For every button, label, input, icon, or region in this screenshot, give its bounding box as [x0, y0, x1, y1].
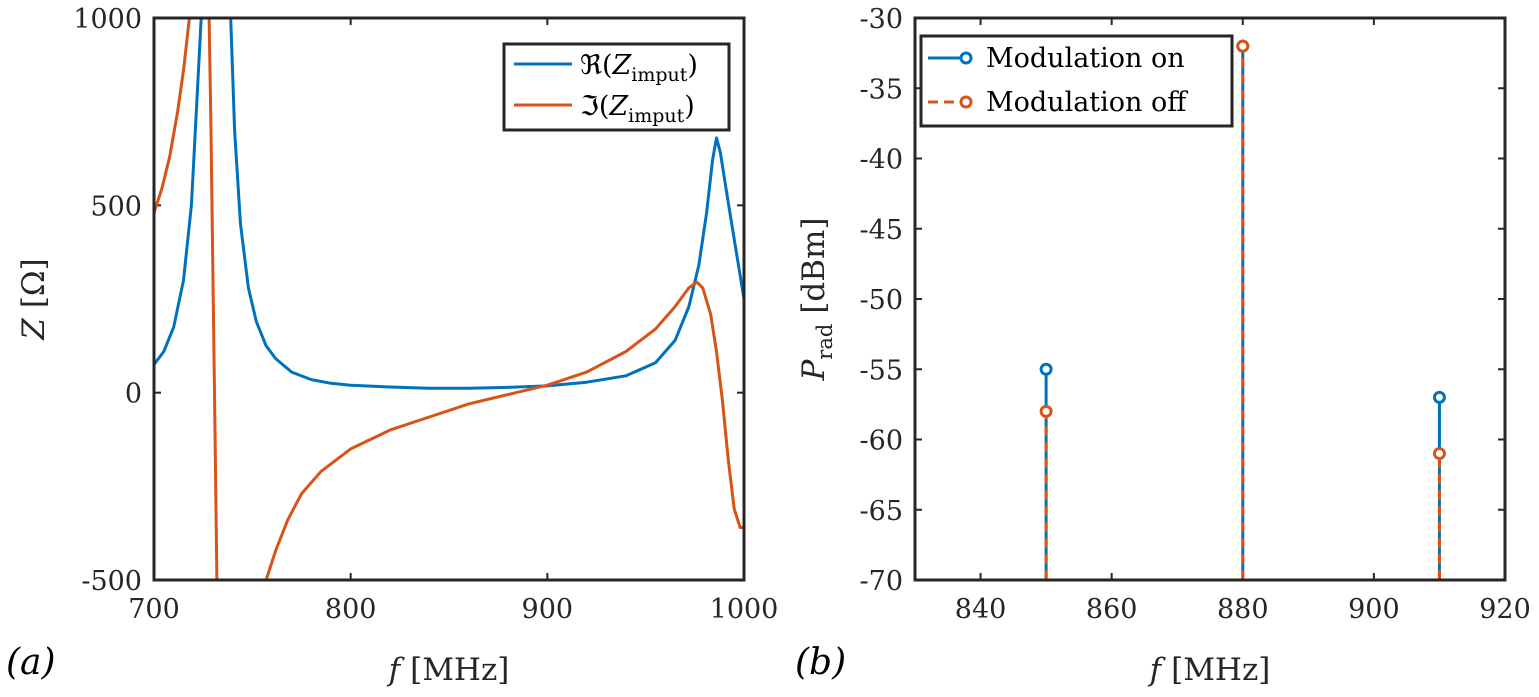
- y-tick-label: -50: [860, 285, 903, 316]
- y-tick-label: -55: [860, 355, 903, 386]
- svg-text:Prad[dBm]: Prad[dBm]: [796, 217, 837, 381]
- chart-b-axes-box: [913, 16, 1507, 582]
- chart-b-y-axis-label: Prad[dBm]: [796, 217, 837, 381]
- x-tick-label: 860: [1086, 594, 1138, 625]
- x-tick-label: 900: [522, 594, 574, 625]
- chart-a-x-axis-label: f [MHz]: [387, 652, 510, 688]
- chart-b-series: [1044, 46, 1441, 580]
- x-tick-label: 880: [1217, 594, 1269, 625]
- legend-label-modulation-off: Modulation off: [986, 87, 1188, 118]
- y-tick-label: -65: [860, 496, 903, 527]
- y-tick-label: -70: [860, 566, 903, 597]
- marker-off-880: [1236, 39, 1250, 53]
- legend-label-modulation-on: Modulation on: [986, 43, 1185, 74]
- y-tick-label: -35: [860, 74, 903, 105]
- x-tick-label: 920: [1479, 594, 1531, 625]
- chart-b-x-tick-labels: 840 860 880 900 920: [955, 594, 1531, 625]
- chart-a-x-tick-labels: 700 800 900 1000: [128, 594, 778, 625]
- series-line-real-segment-0: [154, 18, 744, 390]
- chart-b-legend: Modulation on Modulation off: [919, 34, 1234, 128]
- chart-a-axes-box: [152, 16, 746, 582]
- y-tick-label: -45: [860, 215, 903, 246]
- legend-label-real: ℜ(Zimput): [580, 50, 698, 86]
- chart-b-markers: [1039, 39, 1446, 461]
- svg-text:Z[Ω]: Z[Ω]: [16, 258, 52, 340]
- x-tick-label: 800: [325, 594, 377, 625]
- svg-text:f[MHz]: f [MHz]: [387, 652, 510, 688]
- y-tick-label: -500: [81, 566, 142, 597]
- y-tick-label: 0: [125, 379, 142, 410]
- marker-off-910: [1432, 447, 1446, 461]
- series-line-imag-segment-1: [207, 18, 219, 580]
- y-tick-label: -30: [860, 4, 903, 35]
- y-tick-label: -60: [860, 426, 903, 457]
- x-tick-label: 900: [1348, 594, 1400, 625]
- chart-b-x-axis-label: f [MHz]: [1148, 652, 1271, 688]
- marker-on-850: [1039, 362, 1053, 376]
- legend-label-imag: ℑ(Zimput): [580, 91, 695, 127]
- x-tick-label: 700: [128, 594, 180, 625]
- chart-a-legend-box: [502, 42, 731, 132]
- x-tick-label: 840: [955, 594, 1007, 625]
- chart-b-legend-box: [919, 34, 1234, 128]
- y-tick-label: 500: [90, 191, 142, 222]
- chart-a-legend: ℜ(Zimput) ℑ(Zimput): [502, 42, 731, 132]
- y-tick-label: 1000: [73, 4, 142, 35]
- marker-off-850: [1039, 404, 1053, 418]
- chart-a-series: [154, 18, 744, 580]
- chart-b-y-tick-labels: -30 -35 -40 -45 -50 -55 -60 -65 -70: [860, 4, 903, 597]
- chart-a-y-axis-label: Z[Ω]: [16, 258, 52, 340]
- x-tick-label: 1000: [710, 594, 779, 625]
- marker-on-910: [1432, 390, 1446, 404]
- y-tick-label: -40: [860, 145, 903, 176]
- chart-b: 840 860 880 900 920 -30 -35 -40 -45 -50 -55 -60 -65…: [795, 4, 1531, 688]
- legend-marker-modulation-off: [959, 95, 973, 109]
- panel-label-b: (b): [795, 642, 846, 683]
- panel-label-a: (a): [6, 642, 56, 683]
- legend-marker-modulation-on: [959, 51, 973, 65]
- chart-a: 700 800 900 1000 -500 0 500 1000 ℜ(Zimput) ℑ(Z…: [6, 4, 778, 688]
- chart-a-y-tick-labels: -500 0 500 1000: [73, 4, 142, 597]
- svg-text:f[MHz]: f [MHz]: [1148, 652, 1271, 688]
- series-line-imag-segment-2: [264, 280, 744, 580]
- series-line-imag-segment-0: [154, 18, 191, 214]
